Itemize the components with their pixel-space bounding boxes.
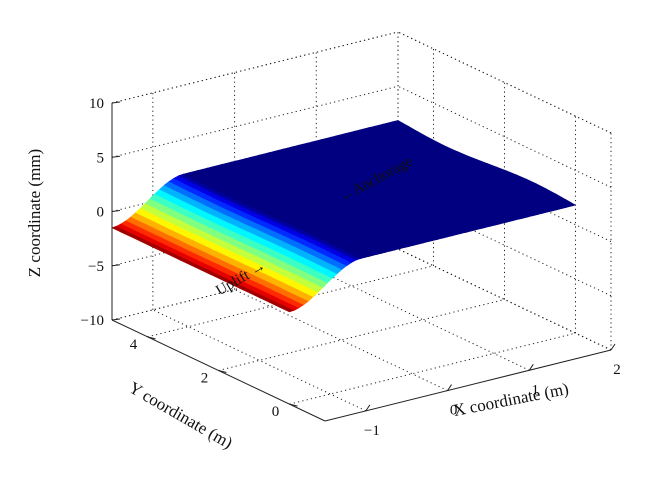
z-tick-mark: [111, 155, 121, 158]
x-tick-mark: [447, 384, 452, 391]
grid-line-z: [111, 85, 399, 158]
y-tick-mark: [218, 370, 227, 373]
y-tick-label: 0: [272, 404, 280, 420]
x-tick-label: 0: [450, 403, 458, 419]
x-tick-label: 2: [613, 362, 621, 378]
z-tick-label: 10: [89, 96, 104, 112]
x-tick-mark: [365, 404, 371, 412]
grid-line-y: [289, 332, 576, 405]
grid-line-x: [316, 268, 530, 371]
z-tick-mark: [111, 264, 121, 267]
z-tick-mark: [111, 318, 121, 321]
z-tick-label: −5: [88, 259, 104, 275]
z-tick-mark: [111, 210, 121, 212]
z-tick-label: 0: [97, 205, 105, 221]
y-axis-label: Y coordinate (m): [126, 378, 236, 453]
x-tick-label: 1: [532, 382, 540, 398]
x-tick-mark: [610, 343, 616, 351]
surface-patch: [392, 120, 409, 128]
z-tick-label: 5: [97, 150, 105, 166]
grid-line-x: [152, 309, 367, 412]
x-axis-line: [324, 349, 612, 422]
z-tick-mark: [111, 101, 121, 104]
grid-line-z: [111, 31, 399, 104]
grid-line-z: [111, 248, 399, 321]
z-axis-label: Z coordinate (mm): [25, 149, 44, 277]
x-tick-mark: [528, 364, 534, 371]
grid-line-x: [234, 289, 448, 392]
x-tick-label: −1: [364, 423, 380, 439]
grid-line-y: [218, 299, 505, 371]
grid-line-z: [111, 194, 399, 267]
y-tick-label: 4: [130, 337, 138, 353]
y-tick-mark: [147, 336, 156, 340]
surface-mesh: [111, 120, 577, 313]
y-tick-label: 2: [201, 371, 209, 387]
grid-line-y: [147, 265, 434, 338]
z-tick-label: −10: [81, 313, 104, 329]
y-tick-mark: [289, 403, 298, 407]
